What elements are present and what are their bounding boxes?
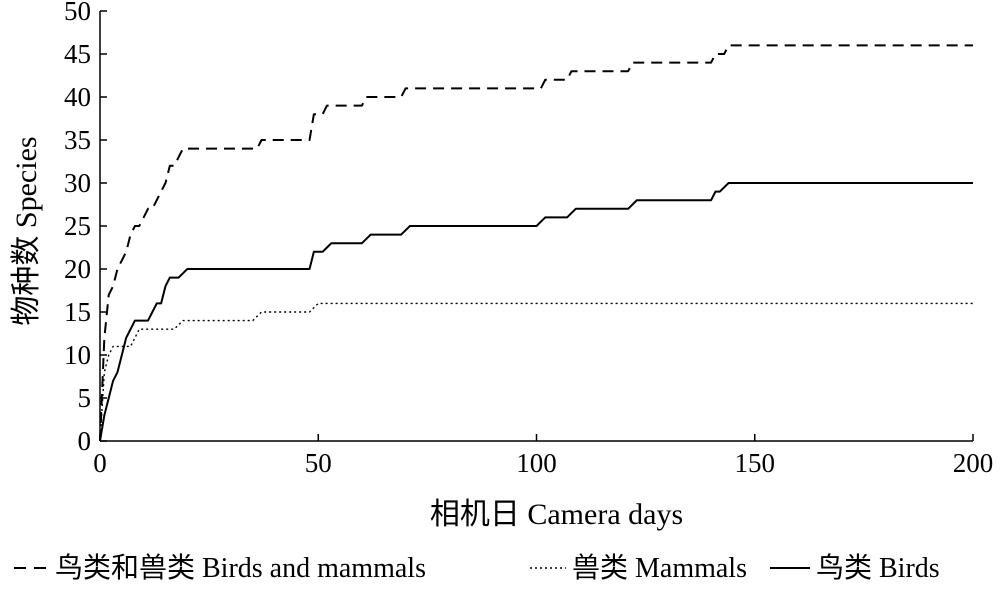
legend-label-dotted: 兽类 Mammals <box>572 552 747 584</box>
y-tick-label: 35 <box>64 125 91 155</box>
y-tick-label: 0 <box>78 426 92 456</box>
x-tick-label: 0 <box>93 448 107 478</box>
y-tick-label: 30 <box>64 168 91 198</box>
x-tick-label: 100 <box>516 448 557 478</box>
series-line-dashed <box>99 44 973 442</box>
x-tick-label: 150 <box>735 448 776 478</box>
ticks-layer: 0 5 10 15 20 25 30 35 40 45 50 0 50 100 150 200 <box>64 0 993 478</box>
legend-label-dashed: 鸟类和兽类 Birds and mammals <box>55 552 426 584</box>
legend-label-solid: 鸟类 Birds <box>816 552 940 584</box>
y-tick-label: 50 <box>64 0 91 26</box>
series-line-dotted <box>99 302 973 442</box>
y-tick-label: 25 <box>64 211 91 241</box>
x-axis-title: 相机日 Camera days <box>430 498 683 531</box>
series-layer <box>99 44 973 442</box>
x-tick-label: 200 <box>953 448 994 478</box>
series-line-solid <box>99 182 973 442</box>
legend: 鸟类和兽类 Birds and mammals 兽类 Mammals 鸟类 Bird… <box>14 552 940 584</box>
y-tick-label: 15 <box>64 297 91 327</box>
y-tick-label: 20 <box>64 254 91 284</box>
y-axis-title: 物种数 Species <box>10 136 43 325</box>
y-tick-label: 10 <box>64 340 91 370</box>
y-tick-label: 5 <box>78 383 92 413</box>
y-tick-label: 40 <box>64 82 91 112</box>
y-tick-label: 45 <box>64 39 91 69</box>
x-tick-label: 50 <box>305 448 332 478</box>
